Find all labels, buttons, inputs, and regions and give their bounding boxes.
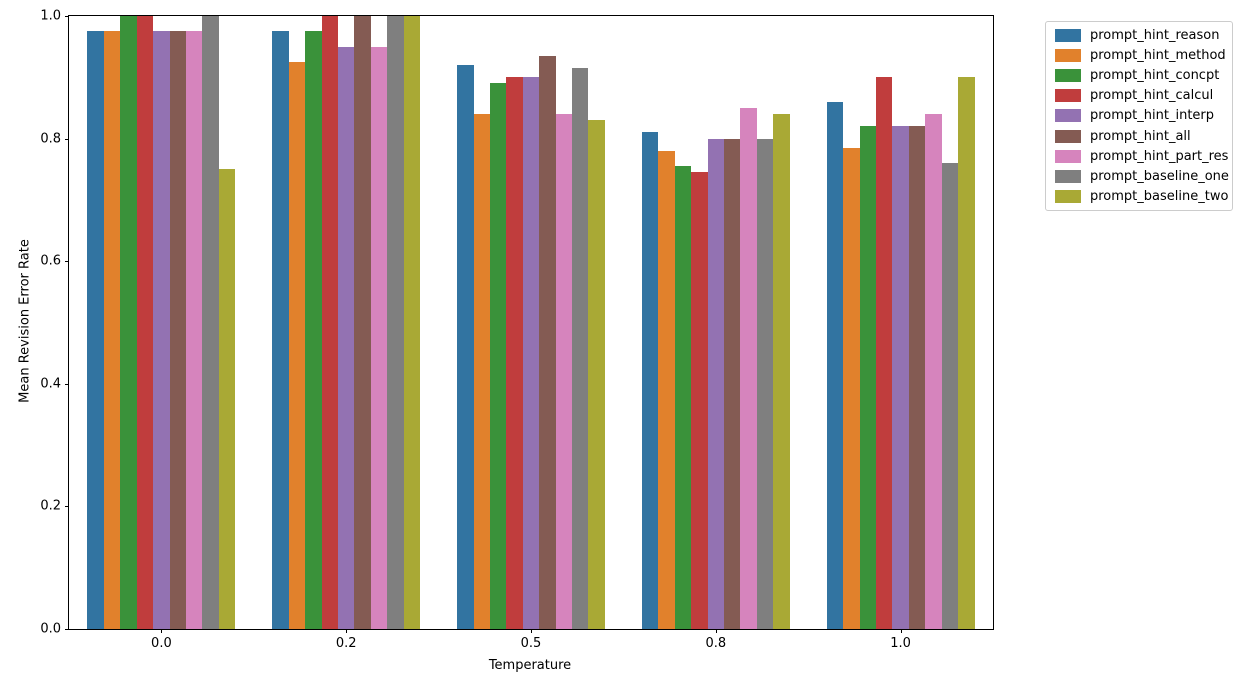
x-tick-label: 0.8 <box>705 636 727 651</box>
legend-item-prompt_hint_calcul: prompt_hint_calcul <box>1055 88 1223 103</box>
bar-prompt_baseline_one <box>387 16 404 629</box>
bar-prompt_baseline_one <box>572 68 589 629</box>
bar-prompt_baseline_one <box>202 16 219 629</box>
legend-item-prompt_hint_interp: prompt_hint_interp <box>1055 108 1223 123</box>
legend-item-prompt_hint_part_res: prompt_hint_part_res <box>1055 149 1228 164</box>
bar-prompt_hint_reason <box>87 31 104 629</box>
legend-label: prompt_baseline_one <box>1090 169 1229 185</box>
bar-prompt_hint_calcul <box>691 172 708 629</box>
plot-area: 0.0 0.2 0.5 0.8 1.0 0.0 0.2 0.4 0.6 0.8 1.0 <box>40 9 994 651</box>
bar-prompt_baseline_one <box>941 163 959 629</box>
legend-swatch-icon <box>1055 149 1081 163</box>
legend-item-prompt_baseline_one: prompt_baseline_one <box>1055 169 1229 184</box>
bar-prompt_hint_interp <box>337 46 355 629</box>
bar-prompt_baseline_two <box>588 120 605 629</box>
y-tick-mark <box>65 16 69 17</box>
bar-prompt_hint_method <box>288 61 306 629</box>
legend-swatch-icon <box>1055 69 1081 83</box>
legend-label: prompt_hint_reason <box>1090 27 1220 43</box>
bar-prompt_hint_calcul <box>506 77 523 629</box>
y-tick-mark <box>65 383 69 385</box>
x-tick-label: 0.0 <box>151 636 172 651</box>
bar-prompt_hint_method <box>658 150 675 629</box>
bar-prompt_baseline_one <box>756 138 774 629</box>
y-tick-label: 0.6 <box>40 253 61 269</box>
x-tick-mark <box>346 629 348 633</box>
x-tick-label: 1.0 <box>890 636 911 651</box>
x-tick-mark <box>161 629 163 633</box>
bar-prompt_hint_interp <box>522 77 540 629</box>
legend-label: prompt_baseline_two <box>1090 189 1229 205</box>
legend-label: prompt_hint_interp <box>1090 108 1215 124</box>
bar-prompt_hint_interp <box>153 31 170 629</box>
x-tick-label: 0.5 <box>520 636 542 651</box>
y-tick-mark <box>65 261 69 263</box>
legend-item-prompt_hint_concpt: prompt_hint_concpt <box>1055 68 1223 83</box>
bar-prompt_hint_part_res <box>370 46 388 629</box>
legend-swatch-icon <box>1055 170 1081 184</box>
bar-prompt_baseline_two <box>958 77 975 629</box>
bar-prompt_hint_all <box>908 126 926 629</box>
bar-prompt_hint_interp <box>892 126 909 629</box>
legend-item-prompt_baseline_two: prompt_baseline_two <box>1055 189 1228 204</box>
bar-prompt_hint_calcul <box>136 16 154 629</box>
bar-prompt_hint_all <box>169 31 187 629</box>
bar-prompt_hint_part_res <box>740 107 757 629</box>
legend-swatch-icon <box>1055 190 1081 204</box>
bar-prompt_hint_concpt <box>489 83 507 629</box>
y-tick-label: 0.8 <box>40 131 61 147</box>
bar-prompt_hint_concpt <box>859 126 876 629</box>
bar-prompt_baseline_two <box>403 16 421 629</box>
bar-prompt_hint_method <box>103 31 121 629</box>
y-tick-mark <box>65 629 69 630</box>
bar-prompt_hint_calcul <box>321 16 338 629</box>
y-tick-label: 0.2 <box>40 498 61 514</box>
y-tick-label: 0.0 <box>40 621 61 637</box>
x-tick-label: 0.2 <box>335 636 357 651</box>
legend-swatch-icon <box>1055 48 1081 62</box>
bar-prompt_hint_reason <box>457 65 474 629</box>
y-axis-label: Mean Revision Error Rate <box>17 239 33 403</box>
legend-item-prompt_hint_method: prompt_hint_method <box>1055 47 1226 63</box>
legend-label: prompt_hint_all <box>1090 128 1191 144</box>
x-tick-mark <box>715 629 717 633</box>
bar-prompt_hint_all <box>539 55 556 629</box>
legend-swatch-icon <box>1055 28 1081 42</box>
bar-prompt_hint_reason <box>272 31 289 629</box>
bar-prompt_hint_method <box>843 147 860 629</box>
bar-prompt_hint_interp <box>707 138 724 629</box>
bar-prompt_hint_calcul <box>875 77 893 629</box>
bar-prompt_hint_concpt <box>120 16 137 629</box>
y-tick-mark <box>65 506 69 508</box>
legend-label: prompt_hint_part_res <box>1090 148 1229 164</box>
y-tick-mark <box>65 138 69 140</box>
bar-prompt_hint_concpt <box>674 166 692 629</box>
legend-label: prompt_hint_method <box>1090 47 1226 63</box>
bar-prompt_baseline_two <box>773 114 790 629</box>
bar-prompt_baseline_two <box>218 169 236 629</box>
bar-prompt_hint_reason <box>826 101 844 629</box>
legend-item-prompt_hint_reason: prompt_hint_reason <box>1055 28 1223 43</box>
legend-swatch-icon <box>1055 109 1081 123</box>
x-axis-label: Temperature <box>488 658 572 673</box>
legend-item-prompt_hint_all: prompt_hint_all <box>1055 129 1223 144</box>
bar-prompt_hint_part_res <box>186 31 203 629</box>
bar-prompt_hint_all <box>354 16 371 629</box>
y-tick-label: 0.4 <box>40 376 61 392</box>
legend-swatch-icon <box>1055 89 1081 103</box>
x-tick-mark <box>531 629 532 633</box>
bar-prompt_hint_all <box>724 138 741 629</box>
legend-swatch-icon <box>1055 129 1081 143</box>
bar-prompt_hint_part_res <box>555 114 573 629</box>
bar-prompt_hint_method <box>473 114 490 629</box>
bar-prompt_hint_concpt <box>305 31 322 629</box>
legend-label: prompt_hint_concpt <box>1090 68 1220 84</box>
y-tick-label: 1.0 <box>40 8 61 24</box>
x-tick-mark <box>900 629 902 633</box>
legend-label: prompt_hint_calcul <box>1090 88 1214 104</box>
bar-prompt_hint_reason <box>641 132 659 629</box>
bar-prompt_hint_part_res <box>925 114 942 629</box>
